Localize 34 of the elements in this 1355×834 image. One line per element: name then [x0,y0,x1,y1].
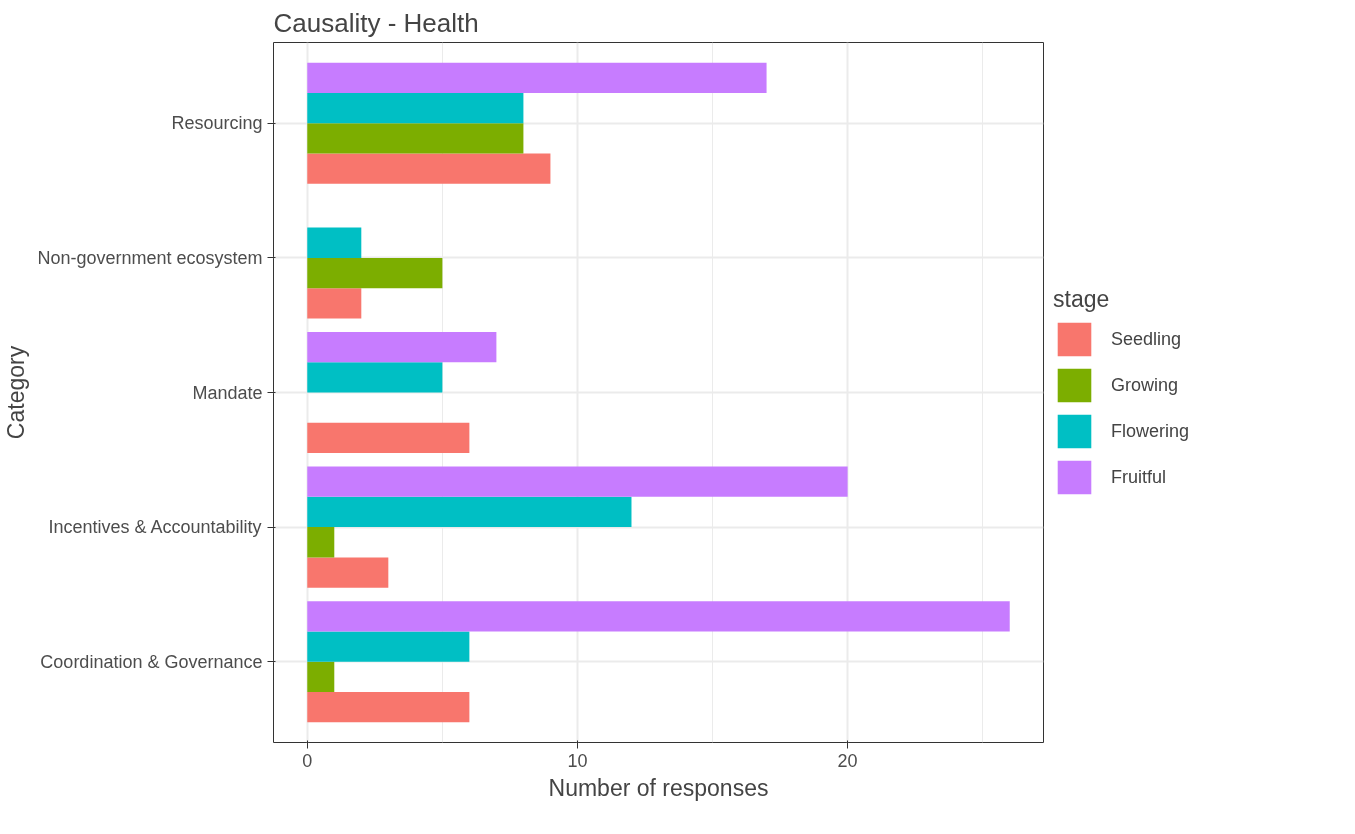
legend-title: stage [1053,286,1111,313]
x-tick-label: 0 [302,750,313,771]
x-tick-label: 10 [567,750,588,771]
legend-label: Seedling [1111,328,1182,350]
bar [307,227,362,258]
y-tick-label: Resourcing [171,113,263,134]
bar [307,466,848,497]
y-tick-label: Non-government ecosystem [37,247,263,268]
bar [307,527,335,558]
bar [307,496,632,528]
legend-label: Growing [1111,374,1179,396]
bar [307,631,470,662]
x-axis-title: Number of responses [548,774,769,801]
bar [307,661,335,693]
bar [307,557,389,588]
legend-label: Flowering [1111,420,1190,442]
x-tick-label: 20 [837,750,858,771]
bar [307,422,470,454]
bar [307,288,362,319]
y-tick-label: Incentives & Accountability [48,517,262,538]
y-tick-label: Coordination & Governance [40,651,263,672]
y-axis-title: Category [3,345,30,440]
bar [307,92,524,124]
y-tick-label: Mandate [192,382,263,403]
bar [307,123,524,154]
bar [307,362,443,393]
chart-title: Causality - Health [273,7,479,38]
bar [307,331,497,363]
legend-label: Fruitful [1111,466,1167,488]
bar [307,62,767,93]
bar [307,257,443,289]
bar [307,153,551,184]
bar [307,692,470,723]
bar [307,601,1010,632]
